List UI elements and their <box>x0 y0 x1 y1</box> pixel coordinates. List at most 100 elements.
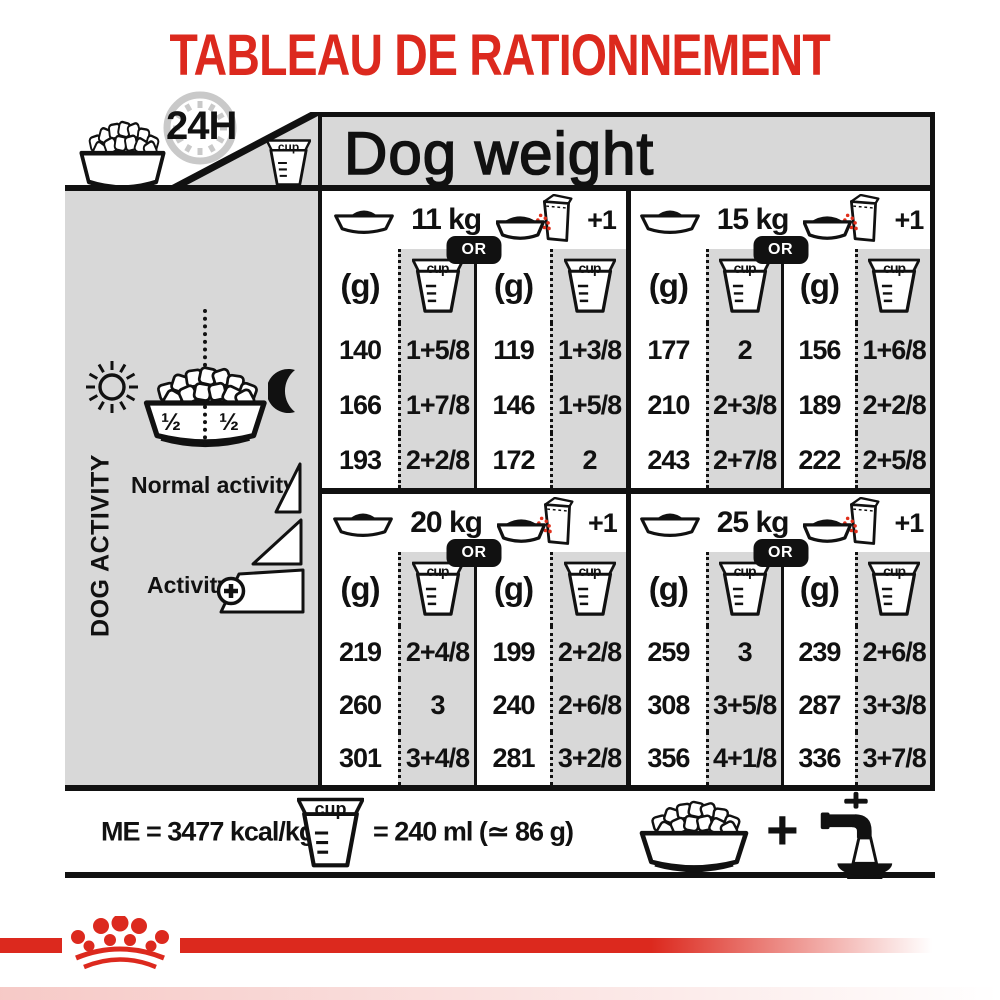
dog-activity-label: DOG ACTIVITY <box>86 454 115 637</box>
cup-value: 2+3/8 <box>705 378 781 433</box>
cup-header: cup <box>550 552 626 626</box>
activity-ramp-plus-icon <box>217 568 305 614</box>
cup-value: 2+6/8 <box>855 626 930 679</box>
cup-value: 2+2/8 <box>398 433 474 488</box>
cup-value: 3+5/8 <box>705 679 781 732</box>
section-header: 20 kg +1 OR <box>322 494 626 567</box>
kibble-bowl-icon <box>628 796 760 874</box>
divider <box>65 185 935 191</box>
bottom-gradient <box>0 987 1000 1000</box>
weight-section-11kg: 11 kg +1 OR (g) cup (g) cup 140 1+5/8 <box>322 191 626 488</box>
cup-value: 3 <box>398 679 474 732</box>
plus-one-label: +1 <box>587 507 618 538</box>
bowl-icon <box>334 208 394 234</box>
clock-24h-icon <box>163 91 237 165</box>
cup-value: 2+6/8 <box>550 679 626 732</box>
brand-strip-left <box>0 938 62 953</box>
half-right-label: ½ <box>219 409 240 436</box>
grams-header: (g) <box>648 570 689 607</box>
cup-value: 2+4/8 <box>398 626 474 679</box>
or-badge: OR <box>446 236 502 264</box>
section-values: (g) cup (g) cup 140 1+5/8 119 1+3/8 166 … <box>322 249 626 488</box>
half-left-label: ½ <box>161 409 182 436</box>
brand-strip-right <box>180 938 940 953</box>
water-tap-icon <box>820 791 893 879</box>
weight-sections-grid: 11 kg +1 OR (g) cup (g) cup 140 1+5/8 <box>318 191 935 785</box>
cup-equivalence-label: = 240 ml (≃ 86 g) <box>373 816 574 846</box>
table-body: ½ ½ DOG ACTIVITY Normal activity Activit… <box>65 191 935 785</box>
grams-value: 301 <box>338 743 382 773</box>
activity-ramp-medium-icon <box>251 518 303 566</box>
section-header: 25 kg +1 OR <box>631 494 930 567</box>
grams-value: 240 <box>474 679 550 732</box>
grams-value: 140 <box>338 335 382 365</box>
grams-value: 222 <box>780 433 856 488</box>
bowl-icon <box>639 511 700 537</box>
cup-value: 3+3/8 <box>855 679 930 732</box>
grams-value: 219 <box>338 637 382 667</box>
section-values: (g) cup (g) cup 177 2 156 1+6/8 210 2+3/… <box>631 249 930 488</box>
cup-value: 2+7/8 <box>705 433 781 488</box>
dog-weight-title: Dog weight <box>343 119 655 188</box>
or-badge: OR <box>753 539 808 567</box>
cup-value: 1+3/8 <box>550 323 626 378</box>
grams-header: (g) <box>474 249 550 323</box>
grams-header: (g) <box>780 552 856 626</box>
activity-plus-label: Activity <box>147 572 231 598</box>
dog-weight-band: Dog weight <box>318 112 935 190</box>
grams-value: 308 <box>647 690 690 720</box>
bowl-and-bag-icon <box>803 497 881 546</box>
cup-value: 1+5/8 <box>550 378 626 433</box>
normal-activity-label: Normal activity <box>131 472 296 498</box>
bowl-and-bag-icon <box>496 497 574 546</box>
weight-label: 20 kg <box>410 506 483 539</box>
grams-value: 156 <box>780 323 856 378</box>
sun-icon <box>86 361 138 413</box>
cup-value: 4+1/8 <box>705 732 781 785</box>
grams-value: 260 <box>338 690 382 720</box>
grams-value: 199 <box>474 626 550 679</box>
section-values: (g) cup (g) cup 219 2+4/8 199 2+2/8 260 … <box>322 552 626 785</box>
cup-header: cup <box>855 249 930 323</box>
or-badge: OR <box>753 236 808 264</box>
weight-label: 11 kg <box>411 203 482 236</box>
activity-ramp-small-icon <box>274 462 302 514</box>
cup-icon: cup <box>297 795 364 871</box>
kibble-bowl-icon <box>74 116 171 194</box>
grams-value: 193 <box>338 445 382 475</box>
cup-icon: cup <box>563 257 616 315</box>
cup-value: 1+7/8 <box>398 378 474 433</box>
plus-one-label: +1 <box>587 204 617 235</box>
dashed-line <box>203 405 207 447</box>
moon-icon <box>268 369 295 413</box>
cup-value: 2 <box>705 323 781 378</box>
grams-header: (g) <box>648 267 689 304</box>
grams-value: 177 <box>647 335 690 365</box>
grams-value: 356 <box>647 743 690 773</box>
bowl-and-bag-icon <box>496 194 574 243</box>
weight-section-20kg: 20 kg +1 OR (g) cup (g) cup 219 2+4/8 <box>322 488 626 785</box>
cup-icon: cup <box>563 560 616 618</box>
weight-label: 25 kg <box>716 506 790 539</box>
grams-value: 119 <box>474 323 550 378</box>
cup-value: 2+2/8 <box>550 626 626 679</box>
grams-header: (g) <box>780 249 856 323</box>
grams-value: 239 <box>780 626 856 679</box>
grams-header: (g) <box>474 552 550 626</box>
page-title: TABLEAU DE RATIONNEMENT <box>169 23 831 88</box>
cup-header: cup <box>855 552 930 626</box>
weight-label: 15 kg <box>716 203 790 236</box>
grams-value: 259 <box>647 637 690 667</box>
section-values: (g) cup (g) cup 259 3 239 2+6/8 308 3+5/… <box>631 552 930 785</box>
bowl-icon <box>639 208 700 234</box>
cup-icon: cup <box>718 257 771 315</box>
bowl-icon <box>333 511 394 537</box>
cup-icon: cup <box>411 257 464 315</box>
cup-value: 2+5/8 <box>855 433 930 488</box>
cup-value: 3+7/8 <box>855 732 930 785</box>
cup-icon: cup <box>411 560 464 618</box>
grams-value: 243 <box>647 445 690 475</box>
cup-icon: cup <box>266 138 311 188</box>
plus-one-label: +1 <box>894 507 924 538</box>
grams-value: 210 <box>647 390 690 420</box>
